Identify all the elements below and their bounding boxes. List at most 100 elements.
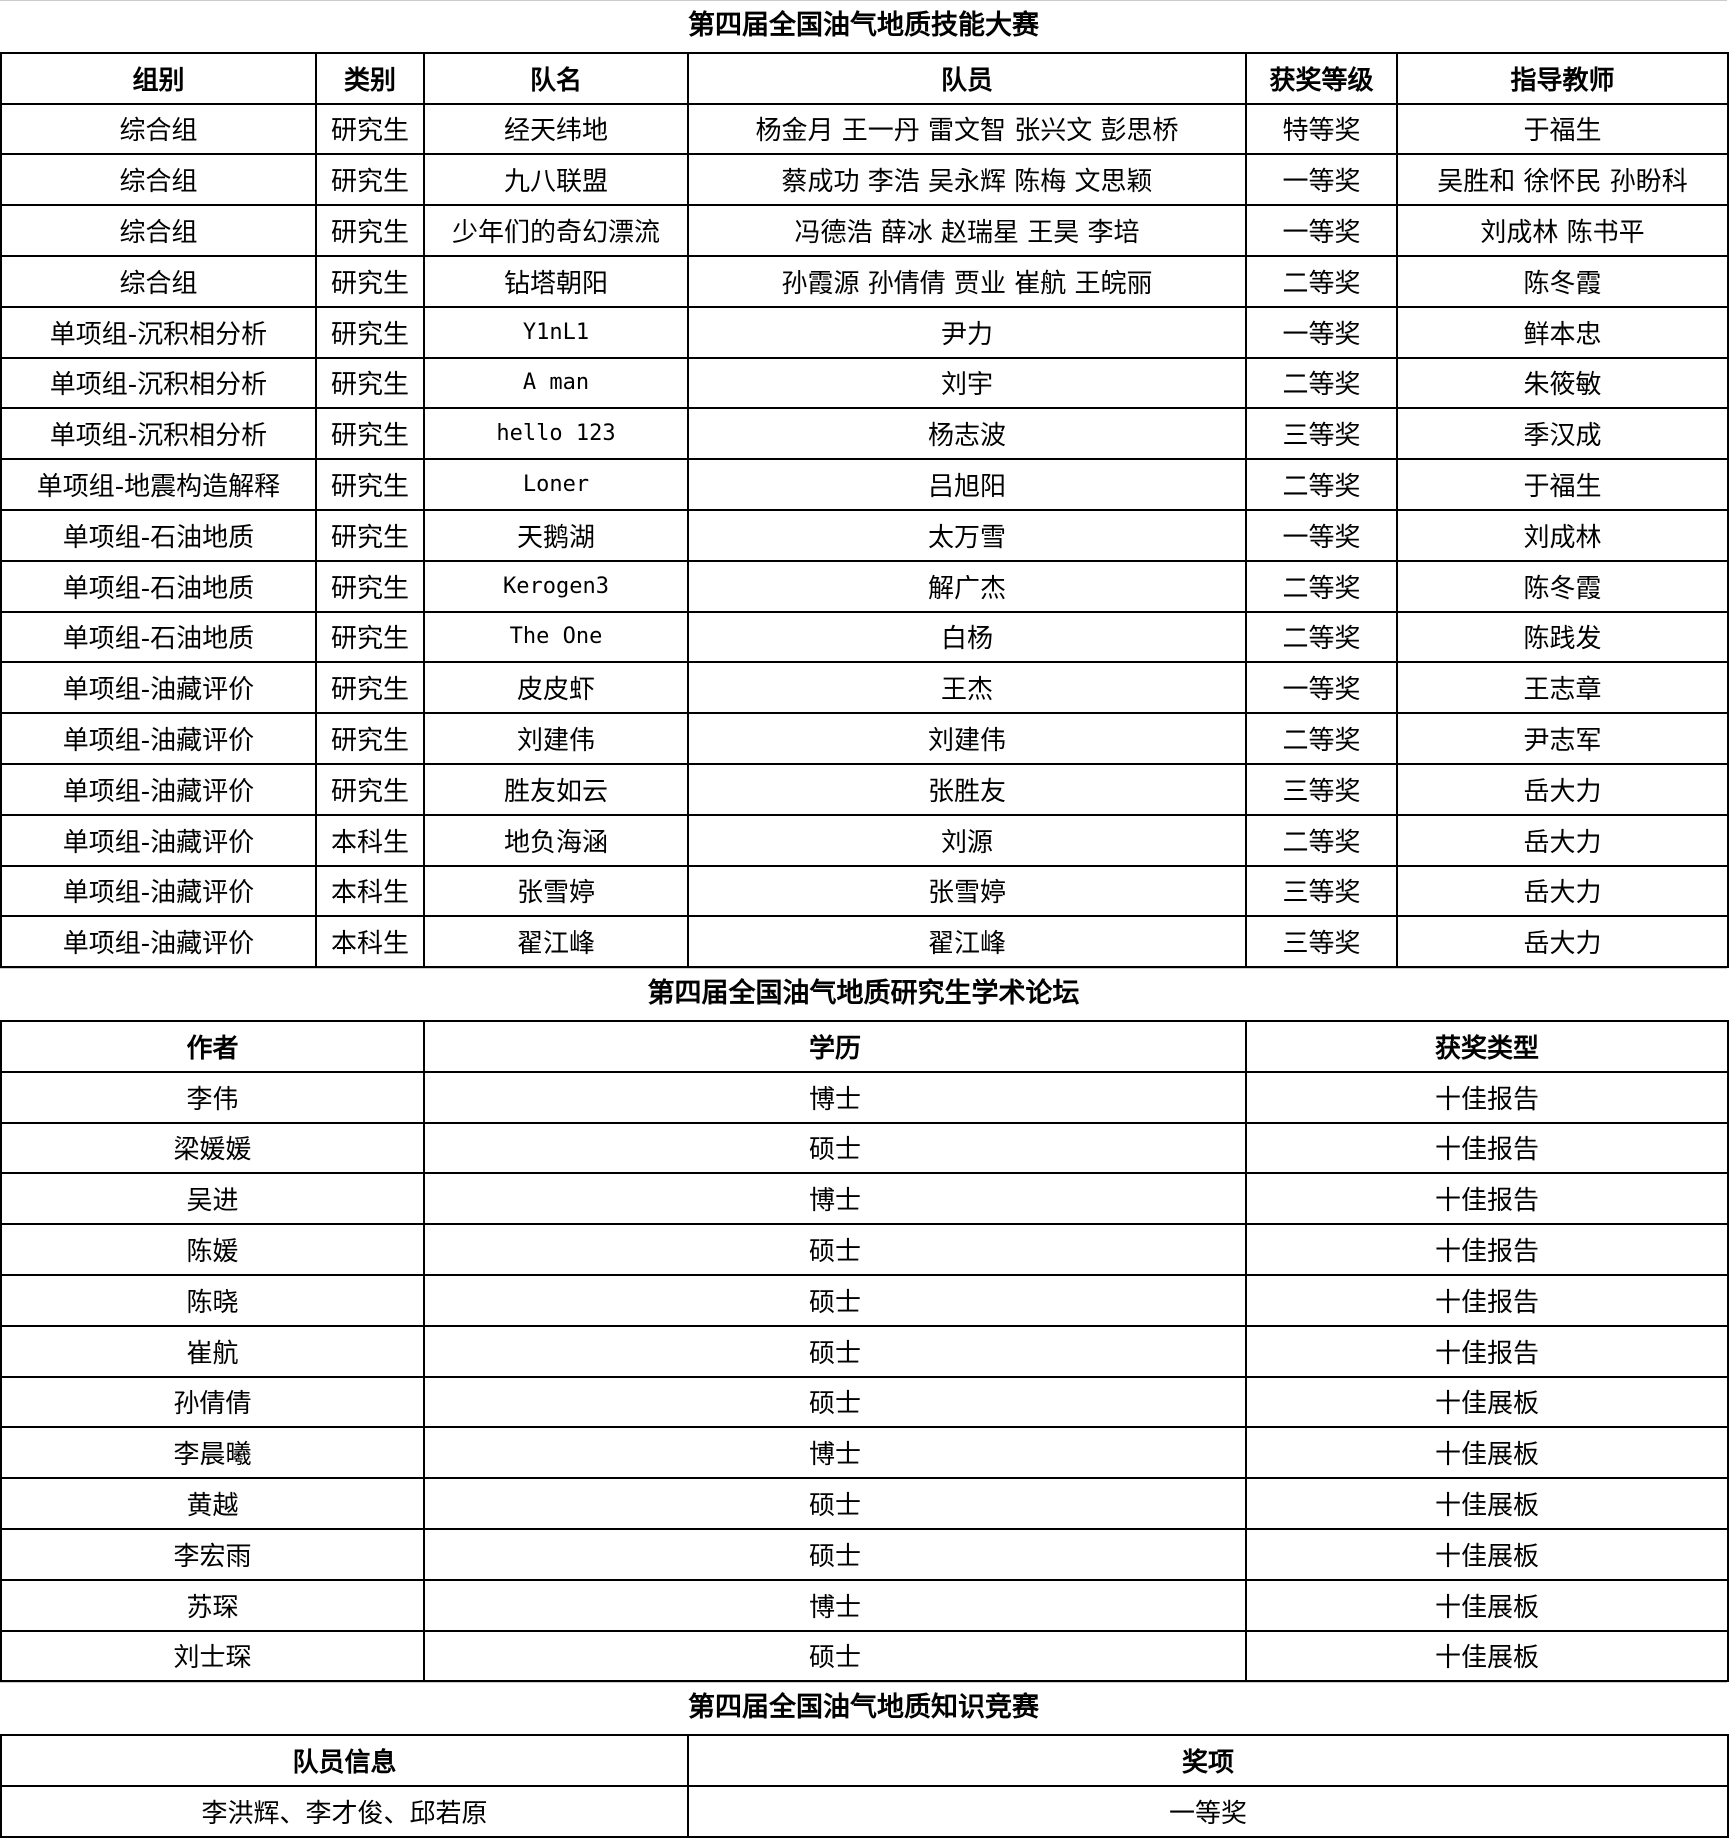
table-cell: 太万雪 (687, 508, 1247, 562)
table-row: 李晨曦 博士 十佳展板 (0, 1426, 1729, 1480)
table-row: 崔航 硕士 十佳报告 (0, 1324, 1729, 1378)
table-cell: 单项组-油藏评价 (0, 813, 317, 867)
table-row: 孙倩倩 硕士 十佳展板 (0, 1375, 1729, 1429)
table-cell: 研究生 (315, 661, 425, 715)
table-cell: 十佳报告 (1245, 1324, 1729, 1378)
table-cell: 苏琛 (0, 1578, 425, 1632)
table-row: 单项组-石油地质 研究生 The One 白杨 二等奖 陈践发 (0, 610, 1729, 664)
table-cell: 单项组-石油地质 (0, 508, 317, 562)
column-header: 学历 (423, 1019, 1247, 1073)
table-cell: 综合组 (0, 102, 317, 156)
table-cell: 解广杰 (687, 559, 1247, 613)
table-cell: 张雪婷 (687, 864, 1247, 918)
table-cell: 梁媛媛 (0, 1121, 425, 1175)
column-header: 获奖类型 (1245, 1019, 1729, 1073)
table-cell: 二等奖 (1245, 813, 1398, 867)
table-cell: 吕旭阳 (687, 458, 1247, 511)
header-row: 队员信息 奖项 (0, 1734, 1729, 1787)
table-cell: 博士 (423, 1578, 1247, 1632)
table-cell: 博士 (423, 1070, 1247, 1124)
table-cell: hello 123 (423, 407, 689, 461)
table-cell: 单项组-油藏评价 (0, 864, 317, 918)
header-row: 组别 类别 队名 队员 获奖等级 指导教师 (0, 51, 1729, 105)
quiz-title: 第四届全国油气地质知识竞赛 (0, 1682, 1727, 1735)
column-header: 队员信息 (0, 1734, 689, 1787)
column-header: 队名 (423, 51, 689, 105)
table-cell: 本科生 (315, 915, 425, 969)
table-cell: 单项组-沉积相分析 (0, 407, 317, 461)
table-row: 李伟 博士 十佳报告 (0, 1070, 1729, 1124)
table-cell: 单项组-油藏评价 (0, 915, 317, 969)
table-cell: 于福生 (1396, 458, 1729, 511)
table-cell: 王志章 (1396, 661, 1729, 715)
quiz-table: 队员信息 奖项 李洪辉、李才俊、邱若原 一等奖 (0, 1734, 1729, 1838)
table-cell: 一等奖 (1245, 305, 1398, 359)
table-cell: 李晨曦 (0, 1426, 425, 1480)
table-cell: 二等奖 (1245, 712, 1398, 765)
table-cell: 单项组-石油地质 (0, 610, 317, 664)
table-cell: 十佳展板 (1245, 1426, 1729, 1480)
table-cell: 十佳报告 (1245, 1070, 1729, 1124)
table-cell: 蔡成功 李浩 吴永辉 陈梅 文思颖 (687, 153, 1247, 207)
table-cell: 三等奖 (1245, 407, 1398, 461)
table-cell: 孙霞源 孙倩倩 贾业 崔航 王皖丽 (687, 254, 1247, 308)
table-row: 苏琛 博士 十佳展板 (0, 1578, 1729, 1632)
column-header: 获奖等级 (1245, 51, 1398, 105)
table-cell: 硕士 (423, 1121, 1247, 1175)
table-row: 单项组-地震构造解释 研究生 Loner 吕旭阳 二等奖 于福生 (0, 458, 1729, 511)
table-cell: 研究生 (315, 204, 425, 257)
table-cell: 陈冬霞 (1396, 559, 1729, 613)
table-cell: 三等奖 (1245, 864, 1398, 918)
table-row: 单项组-油藏评价 本科生 地负海涵 刘源 二等奖 岳大力 (0, 813, 1729, 867)
forum-table: 作者 学历 获奖类型 李伟 博士 十佳报告 梁媛媛 硕士 十佳报告 吴进 博士 十佳报告 陈媛 硕士 十佳报… (0, 1019, 1729, 1683)
table-cell: 单项组-油藏评价 (0, 661, 317, 715)
table-cell: 黄越 (0, 1477, 425, 1530)
table-row: 刘士琛 硕士 十佳展板 (0, 1629, 1729, 1683)
table-cell: 一等奖 (1245, 153, 1398, 207)
table-row: 梁媛媛 硕士 十佳报告 (0, 1121, 1729, 1175)
table-cell: 张雪婷 (423, 864, 689, 918)
table-cell: 季汉成 (1396, 407, 1729, 461)
table-cell: 吴进 (0, 1172, 425, 1226)
table-cell: 王杰 (687, 661, 1247, 715)
column-header: 作者 (0, 1019, 425, 1073)
table-cell: 十佳报告 (1245, 1121, 1729, 1175)
table-cell: 研究生 (315, 254, 425, 308)
table-cell: 单项组-地震构造解释 (0, 458, 317, 511)
table-cell: 二等奖 (1245, 458, 1398, 511)
table-cell: 岳大力 (1396, 915, 1729, 969)
table-cell: 十佳报告 (1245, 1273, 1729, 1327)
table-cell: 刘宇 (687, 356, 1247, 410)
table-row: 单项组-油藏评价 本科生 张雪婷 张雪婷 三等奖 岳大力 (0, 864, 1729, 918)
table-cell: 研究生 (315, 762, 425, 816)
table-cell: 于福生 (1396, 102, 1729, 156)
table-row: 单项组-石油地质 研究生 天鹅湖 太万雪 一等奖 刘成林 (0, 508, 1729, 562)
table-cell: 十佳报告 (1245, 1172, 1729, 1226)
table-cell: The One (423, 610, 689, 664)
table-cell: 陈晓 (0, 1273, 425, 1327)
column-header: 组别 (0, 51, 317, 105)
table-cell: 李宏雨 (0, 1527, 425, 1581)
table-row: 单项组-沉积相分析 研究生 A man 刘宇 二等奖 朱筱敏 (0, 356, 1729, 410)
table-cell: 研究生 (315, 305, 425, 359)
table-cell: 冯德浩 薛冰 赵瑞星 王昊 李培 (687, 204, 1247, 257)
table-cell: 二等奖 (1245, 559, 1398, 613)
table-cell: 特等奖 (1245, 102, 1398, 156)
table-cell: Loner (423, 458, 689, 511)
table-cell: 翟江峰 (423, 915, 689, 969)
column-header: 队员 (687, 51, 1247, 105)
table-row: 单项组-油藏评价 研究生 刘建伟 刘建伟 二等奖 尹志军 (0, 712, 1729, 765)
skills-title: 第四届全国油气地质技能大赛 (0, 0, 1727, 52)
table-cell: 岳大力 (1396, 762, 1729, 816)
table-cell: 天鹅湖 (423, 508, 689, 562)
table-cell: 吴胜和 徐怀民 孙盼科 (1396, 153, 1729, 207)
table-row: 陈媛 硕士 十佳报告 (0, 1223, 1729, 1276)
table-cell: 硕士 (423, 1324, 1247, 1378)
table-row: 单项组-石油地质 研究生 Kerogen3 解广杰 二等奖 陈冬霞 (0, 559, 1729, 613)
table-cell: 研究生 (315, 153, 425, 207)
table-cell: Y1nL1 (423, 305, 689, 359)
skills-table: 组别 类别 队名 队员 获奖等级 指导教师 综合组 研究生 经天纬地 杨金月 王一丹 雷文智 张兴… (0, 51, 1729, 969)
table-cell: 二等奖 (1245, 356, 1398, 410)
table-row: 综合组 研究生 九八联盟 蔡成功 李浩 吴永辉 陈梅 文思颖 一等奖 吴胜和 徐怀民 孙盼… (0, 153, 1729, 207)
